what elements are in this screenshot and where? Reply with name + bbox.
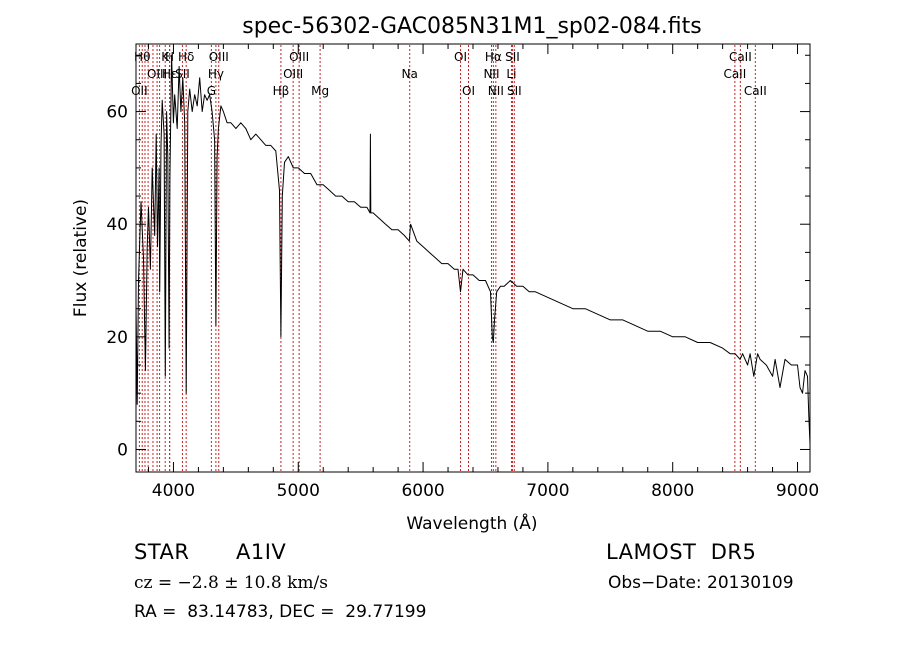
spectral-line-label: Li [506,67,516,81]
coordinates: RA = 83.14783, DEC = 29.77199 [134,602,427,622]
survey-name: LAMOST DR5 [606,540,757,564]
spectral-line-label: CaII [729,50,752,64]
x-tick-label: 8000 [651,481,694,501]
spectral-line-label: G [207,84,216,98]
spectral-line-label: Hγ [208,67,224,81]
spectral-line-label: CaII [744,84,767,98]
observation-date: Obs−Date: 20130109 [608,573,794,593]
plot-frame [135,43,811,473]
spectral-line-label: Mg [311,84,329,98]
y-axis: 0 20 40 60 [106,54,810,460]
spectral-line-label: NII [483,67,499,81]
spectral-line-label: Hε [162,67,178,81]
spectral-line-label: OIII [289,50,309,64]
spectral-line-label: OIII [209,50,229,64]
y-tick-label: 0 [117,440,128,460]
spectral-line-label: H [165,50,174,64]
x-axis-label: Wavelength (Å) [406,512,537,534]
spectral-line-label: K [161,50,170,64]
x-tick-label: 5000 [277,481,320,501]
x-tick-label: 6000 [401,481,444,501]
y-tick-label: 20 [106,328,128,348]
y-axis-label: Flux (relative) [71,199,91,317]
spectral-line-label: Hβ [273,84,290,98]
spectral-line-label: SII [505,50,520,64]
x-tick-label: 9000 [776,481,819,501]
spectral-line-markers [138,45,756,471]
spectral-line-label: Na [402,67,418,81]
spectral-line-label: Hθ [134,50,150,64]
spectrum-series [135,54,811,444]
spectral-line-label: OIII [147,67,167,81]
redshift-velocity: cz = −2.8 ± 10.8 km/s [134,573,328,593]
x-tick-label: 4000 [152,481,195,501]
spectral-line-label: CaII [723,67,746,81]
object-subclass: A1IV [236,540,287,564]
spectral-line-label: NII [488,84,504,98]
spectral-line-labels: OII Hθ OIII KH Hε SII Hδ G Hγ OIII Hβ OIII OIII Mg Na O… [131,50,767,98]
spectral-line-label: SII [507,84,522,98]
y-tick-label: 60 [106,103,128,123]
x-axis: 4000 5000 6000 7000 8000 9000 [147,44,819,501]
spectral-line-label: Hα [485,50,502,64]
spectral-line-label: OI [462,84,475,98]
x-tick-label: 7000 [526,481,569,501]
chart-title: spec-56302-GAC085N31M1_sp02-084.fits [242,14,702,39]
spectrum-line [135,54,811,444]
object-class: STAR [134,540,190,564]
spectral-line-label: OIII [283,67,303,81]
spectral-line-label: Hδ [178,50,194,64]
y-tick-label: 40 [106,215,128,235]
spectral-line-label: OI [454,50,467,64]
spectral-line-label: OII [131,84,148,98]
